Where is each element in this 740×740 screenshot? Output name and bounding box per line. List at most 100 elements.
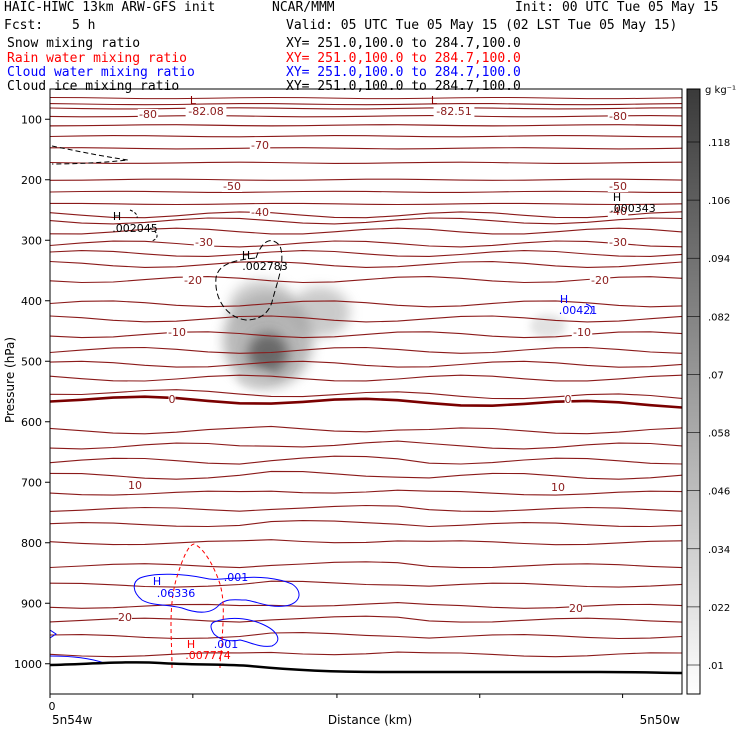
y-tick-label: 400 bbox=[21, 295, 42, 308]
isotherm-line bbox=[50, 539, 682, 546]
isotherm-line bbox=[50, 300, 682, 308]
y-tick-label: 600 bbox=[21, 416, 42, 429]
contour-label-bg bbox=[569, 603, 583, 614]
contour-label-bg bbox=[589, 275, 611, 286]
field-name-rain: Rain water mixing ratio bbox=[7, 51, 188, 66]
isotherm-label: -30 bbox=[195, 236, 213, 249]
isotherm-line bbox=[50, 96, 682, 100]
extremum-value: .06336 bbox=[157, 587, 196, 600]
extremum-marker: H bbox=[113, 210, 121, 223]
colorbar-tick-label: .058 bbox=[708, 429, 730, 440]
cloud-water-contour-main bbox=[133, 573, 300, 613]
extremum-value: .007774 bbox=[185, 649, 231, 662]
isotherm-line bbox=[50, 202, 682, 206]
colorbar-gradient bbox=[686, 88, 701, 695]
extremum-marker: H bbox=[242, 249, 250, 262]
contour-label-bg bbox=[607, 181, 629, 192]
isotherm-line bbox=[50, 395, 682, 409]
plot-area: -80 -82.08 -70 -50 -40 -30 -20 -10 0 10 20 -80 -50 -4… bbox=[50, 94, 682, 675]
isotherm-line bbox=[50, 315, 682, 323]
field-xy-rain: XY= 251.0,100.0 to 284.7,100.0 bbox=[286, 51, 521, 66]
colorbar-tick-label: .094 bbox=[708, 254, 730, 265]
mixing-ratio-shading bbox=[223, 280, 566, 388]
y-tick-label: 500 bbox=[21, 355, 42, 368]
extremum-value: .000343 bbox=[610, 202, 656, 215]
organization-label: NCAR/MMM bbox=[272, 0, 335, 15]
isotherm-line bbox=[50, 440, 682, 450]
extremum-marker: H bbox=[187, 638, 195, 651]
contour-label-bg bbox=[168, 394, 176, 405]
isotherm-label: -10 bbox=[168, 326, 186, 339]
contour-label-bg bbox=[128, 480, 142, 491]
isotherm-line bbox=[50, 211, 682, 219]
isotherm-line bbox=[50, 561, 682, 569]
x-tick-label-0: 0 bbox=[49, 700, 56, 713]
forecast-label: Fcst: bbox=[4, 18, 44, 33]
y-tick-label: 200 bbox=[21, 174, 42, 187]
extremum-marker: H bbox=[560, 293, 568, 306]
contour-label-bg bbox=[607, 206, 629, 217]
isotherm-line bbox=[50, 360, 682, 368]
x-right-location: 5n50w bbox=[640, 713, 681, 727]
extremum-value: .002045 bbox=[112, 222, 158, 235]
isotherm-line bbox=[50, 580, 682, 588]
contour-label-bg bbox=[571, 327, 593, 338]
cloud-water-contour-label: .001 bbox=[214, 638, 239, 651]
plot-title: HAIC-HIWC 13km ARW-GFS init bbox=[4, 0, 216, 15]
y-tick-label: 800 bbox=[21, 537, 42, 550]
isotherm-label: 10 bbox=[551, 481, 565, 494]
isotherm-line bbox=[50, 124, 682, 127]
isotherm-line bbox=[50, 260, 682, 268]
isotherm-line bbox=[50, 615, 682, 623]
isotherm-line bbox=[50, 250, 682, 257]
isotherm-label: 20 bbox=[569, 602, 583, 615]
isotherm-line bbox=[50, 374, 682, 382]
isotherm-line bbox=[50, 217, 682, 225]
y-tick-label: 700 bbox=[21, 476, 42, 489]
isotherm-label: -80 bbox=[139, 108, 157, 121]
extremum-value: .00421 bbox=[559, 304, 598, 317]
contour-labels: -80 -82.08 -70 -50 -40 -30 -20 -10 0 10 20 -80 -50 -4… bbox=[112, 94, 656, 662]
colorbar: g kg⁻¹ .01 .022 .034 .046 .058 .07 .082 .094 .10… bbox=[686, 85, 736, 695]
ground-surface bbox=[50, 661, 682, 675]
cloud-water-contour-edge bbox=[50, 629, 57, 639]
valid-time: Valid: 05 UTC Tue 05 May 15 (02 LST Tue … bbox=[286, 18, 678, 33]
isotherm-label: -80 bbox=[609, 110, 627, 123]
colorbar-tick-label: .01 bbox=[708, 661, 724, 672]
isotherm-label: -10 bbox=[573, 326, 591, 339]
y-tick-label: 300 bbox=[21, 234, 42, 247]
isotherm-line bbox=[50, 520, 682, 528]
y-axis-title: Pressure (hPa) bbox=[3, 337, 17, 423]
contour-label-bg bbox=[182, 275, 204, 286]
contour-label-bg bbox=[249, 140, 271, 151]
isotherm-line bbox=[50, 455, 682, 465]
colorbar-ticks: .01 .022 .034 .046 .058 .07 .082 .094 .106 .118 bbox=[687, 138, 730, 672]
isotherm-line bbox=[50, 346, 682, 354]
field-xy-cloud-water: XY= 251.0,100.0 to 284.7,100.0 bbox=[286, 65, 521, 80]
isotherm-lines bbox=[50, 96, 682, 658]
mixing-ratio-contours bbox=[50, 145, 682, 675]
field-name-snow: Snow mixing ratio bbox=[7, 36, 141, 51]
plot-frame bbox=[49, 88, 683, 695]
isotherm-label: 10 bbox=[128, 479, 142, 492]
colorbar-tick-label: .106 bbox=[708, 196, 730, 207]
contour-label-bg bbox=[607, 237, 629, 248]
isotherm-line bbox=[50, 602, 682, 609]
contour-label-bg bbox=[249, 207, 271, 218]
extremum-value: .002783 bbox=[242, 260, 288, 273]
isotherm-line bbox=[50, 389, 682, 400]
isotherm-label: -40 bbox=[609, 205, 627, 218]
isotherm-line bbox=[50, 425, 682, 435]
isotherm-label: 20 bbox=[118, 611, 132, 624]
isotherm-line bbox=[50, 103, 682, 106]
snow-contour-h2045 bbox=[149, 227, 158, 242]
isotherm-label: -50 bbox=[223, 180, 241, 193]
y-tick-label: 1000 bbox=[14, 658, 42, 671]
isotherm-label: -40 bbox=[251, 206, 269, 219]
y-tick-label: 100 bbox=[21, 113, 42, 126]
colorbar-tick-label: .022 bbox=[708, 603, 730, 614]
isotherm-label: 0 bbox=[169, 393, 176, 406]
colorbar-tick-label: .118 bbox=[708, 138, 730, 149]
snow-contour-upper bbox=[51, 145, 129, 165]
contour-label-bg bbox=[166, 327, 188, 338]
